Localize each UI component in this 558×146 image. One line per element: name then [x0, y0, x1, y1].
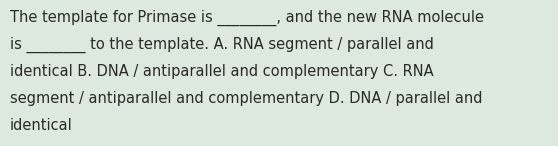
Text: is ________ to the template. A. RNA segment / parallel and: is ________ to the template. A. RNA segm…	[10, 37, 434, 53]
Text: identical: identical	[10, 118, 73, 133]
Text: identical B. DNA / antiparallel and complementary C. RNA: identical B. DNA / antiparallel and comp…	[10, 64, 434, 79]
Text: The template for Primase is ________, and the new RNA molecule: The template for Primase is ________, an…	[10, 10, 484, 26]
Text: segment / antiparallel and complementary D. DNA / parallel and: segment / antiparallel and complementary…	[10, 91, 483, 106]
